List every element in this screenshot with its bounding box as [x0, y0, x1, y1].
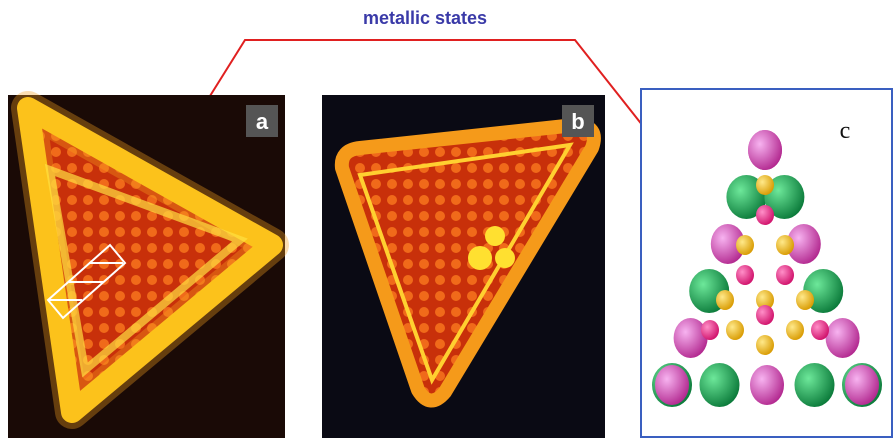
orbital-lobe [736, 235, 754, 255]
figure: metallic states a b c [0, 0, 893, 438]
panel-label: c [840, 118, 851, 144]
orbital-lobe [845, 365, 879, 405]
orbital-lobe [826, 318, 860, 358]
orbital-lobe [776, 265, 794, 285]
orbital-lobe [811, 320, 829, 340]
orbital-lobe [748, 130, 782, 170]
orbital-lobe [756, 205, 774, 225]
page: metallic states a b c (() => { const dat… [0, 0, 893, 438]
orbital-lobe [796, 290, 814, 310]
orbital-lobe [700, 363, 740, 407]
orbital-lobe [750, 365, 784, 405]
orbital-lobe [701, 320, 719, 340]
panel-b: b [322, 95, 605, 438]
orbital-lobe [756, 335, 774, 355]
orbital-lobe [795, 363, 835, 407]
orbital-lobe [726, 320, 744, 340]
orbital-lobe [756, 175, 774, 195]
orbital-lobe [736, 265, 754, 285]
orbital-lobe [776, 235, 794, 255]
title: metallic states [363, 8, 487, 28]
panel-a: a [8, 95, 285, 438]
orbital-lobe [786, 320, 804, 340]
orbital-lobe [674, 318, 708, 358]
orbital-lobe [716, 290, 734, 310]
panel-label: b [571, 109, 584, 134]
panel-label: a [256, 109, 269, 134]
orbital-lobe [756, 305, 774, 325]
panel-c: c [641, 89, 892, 437]
orbital-lobe [655, 365, 689, 405]
